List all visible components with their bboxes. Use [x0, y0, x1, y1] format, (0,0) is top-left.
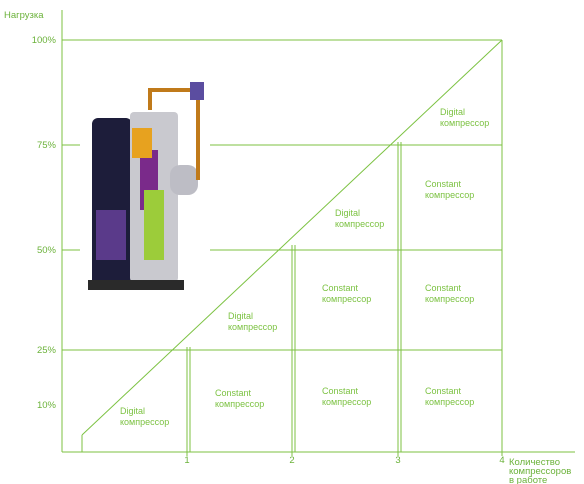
- cell-label: компрессор: [425, 397, 474, 407]
- cell-kind: Digital: [228, 311, 253, 321]
- cell-kind: Digital: [440, 107, 465, 117]
- cell-kind: Digital: [335, 208, 360, 218]
- x-axis-title: Количество: [509, 457, 560, 468]
- cell-label: компрессор: [215, 399, 264, 409]
- cell-kind: Constant: [425, 283, 462, 293]
- x-tick-label: 4: [499, 455, 504, 466]
- cell-label: компрессор: [322, 397, 371, 407]
- cell-kind: Constant: [215, 388, 252, 398]
- x-axis-title: компрессоров: [509, 466, 571, 477]
- x-tick-label: 3: [395, 455, 400, 466]
- y-tick-label: 50%: [37, 245, 57, 256]
- y-tick-label: 75%: [37, 140, 57, 151]
- y-tick-label: 10%: [37, 400, 57, 411]
- y-tick-label: 25%: [37, 345, 57, 356]
- cell-kind: Digital: [120, 406, 145, 416]
- cell-label: компрессор: [335, 219, 384, 229]
- compressor-image: [80, 60, 210, 300]
- cell-label: компрессор: [440, 118, 489, 128]
- cell-label: компрессор: [425, 190, 474, 200]
- cell-kind: Constant: [425, 386, 462, 396]
- y-tick-label: 100%: [32, 35, 57, 46]
- cell-label: компрессор: [228, 322, 277, 332]
- x-tick-label: 2: [289, 455, 294, 466]
- x-axis-title: в работе: [509, 475, 547, 484]
- cell-label: компрессор: [425, 294, 474, 304]
- cell-kind: Constant: [425, 179, 462, 189]
- cell-kind: Constant: [322, 283, 359, 293]
- y-axis-title: Нагрузка: [4, 10, 44, 21]
- cell-label: компрессор: [120, 417, 169, 427]
- x-tick-label: 1: [184, 455, 189, 466]
- cell-kind: Constant: [322, 386, 359, 396]
- grid-line: [81, 39, 503, 436]
- cell-label: компрессор: [322, 294, 371, 304]
